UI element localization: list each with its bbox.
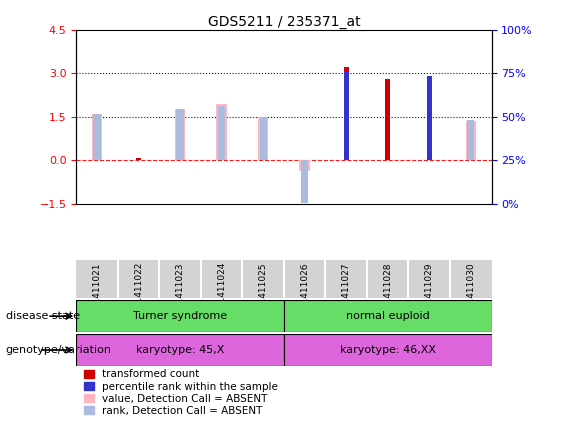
Text: GSM1411029: GSM1411029 <box>425 262 434 323</box>
Bar <box>344 72 349 160</box>
Bar <box>92 114 102 160</box>
Bar <box>242 260 284 298</box>
Bar <box>118 260 159 298</box>
Text: karyotype: 45,X: karyotype: 45,X <box>136 345 224 355</box>
Bar <box>76 300 284 332</box>
Text: Turner syndrome: Turner syndrome <box>133 311 227 321</box>
Bar <box>176 109 184 160</box>
Bar <box>93 114 101 160</box>
Bar <box>259 117 267 160</box>
Bar <box>467 120 475 160</box>
Legend: transformed count, percentile rank within the sample, value, Detection Call = AB: transformed count, percentile rank withi… <box>81 367 280 418</box>
Bar <box>299 160 310 170</box>
Text: karyotype: 46,XX: karyotype: 46,XX <box>340 345 436 355</box>
Bar <box>76 334 284 366</box>
Text: GSM1411023: GSM1411023 <box>176 262 185 323</box>
Text: GSM1411024: GSM1411024 <box>217 262 226 322</box>
Bar <box>216 104 227 160</box>
Bar <box>201 260 242 298</box>
Bar <box>466 121 476 160</box>
Text: normal euploid: normal euploid <box>346 311 429 321</box>
Bar <box>385 79 390 160</box>
Bar <box>284 300 492 332</box>
Bar <box>427 76 432 160</box>
Bar <box>258 117 268 160</box>
Bar <box>175 109 185 160</box>
Bar <box>408 260 450 298</box>
Bar <box>301 160 308 203</box>
Title: GDS5211 / 235371_at: GDS5211 / 235371_at <box>207 14 360 29</box>
Bar <box>159 260 201 298</box>
Bar <box>284 260 325 298</box>
Bar <box>367 260 408 298</box>
Text: GSM1411025: GSM1411025 <box>259 262 268 323</box>
Text: GSM1411030: GSM1411030 <box>466 262 475 323</box>
Bar <box>284 334 492 366</box>
Bar <box>325 260 367 298</box>
Text: GSM1411026: GSM1411026 <box>300 262 309 323</box>
Bar <box>76 260 118 298</box>
Bar <box>344 67 349 160</box>
Text: genotype/variation: genotype/variation <box>6 345 112 355</box>
Bar <box>450 260 492 298</box>
Text: GSM1411021: GSM1411021 <box>93 262 102 323</box>
Bar <box>218 106 225 160</box>
Bar <box>136 158 141 160</box>
Text: GSM1411027: GSM1411027 <box>342 262 351 323</box>
Text: GSM1411022: GSM1411022 <box>134 262 143 322</box>
Text: disease state: disease state <box>6 311 80 321</box>
Text: GSM1411028: GSM1411028 <box>383 262 392 323</box>
